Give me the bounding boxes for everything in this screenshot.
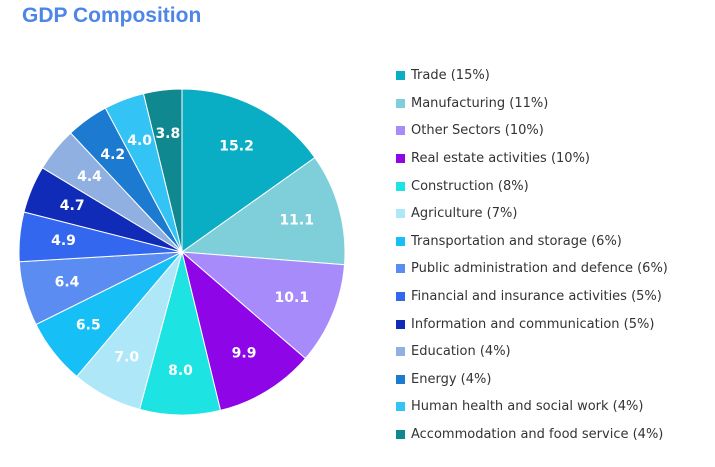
legend-item: Trade (15%)	[396, 62, 668, 90]
legend-label: Other Sectors (10%)	[411, 123, 544, 139]
pie-slice	[142, 88, 183, 253]
legend-item: Education (4%)	[396, 338, 668, 366]
legend-label: Public administration and defence (6%)	[411, 261, 668, 277]
pie-value-labels: 15.2 11.1 10.1 9.9 8.0 7.0 6.5 6.4 4.9 4.7 4.4 4.24…	[51, 126, 314, 379]
slice-value-label: 11.1	[279, 212, 314, 228]
legend-label: Education (4%)	[411, 344, 511, 360]
legend-item: Energy (4%)	[396, 366, 668, 394]
legend-label: Construction (8%)	[411, 178, 529, 194]
legend-item: Construction (8%)	[396, 172, 668, 200]
legend-label: Manufacturing (11%)	[411, 95, 549, 111]
legend-item: Transportation and storage (6%)	[396, 228, 668, 256]
chart-title: GDP Composition	[22, 4, 202, 27]
legend-item: Accommodation and food service (4%)	[396, 421, 668, 449]
legend-label: Transportation and storage (6%)	[411, 233, 622, 249]
pie-slice	[181, 88, 316, 253]
legend-swatch	[396, 181, 405, 191]
pie-slice	[181, 250, 307, 411]
legend-item: Other Sectors (10%)	[396, 117, 668, 145]
slice-value-label: 6.5	[76, 317, 101, 333]
legend-item: Information and communication (5%)	[396, 310, 668, 338]
legend-label: Financial and insurance activities (5%)	[411, 289, 662, 305]
slice-value-label: 4.2	[100, 147, 125, 163]
legend-swatch	[396, 209, 405, 219]
legend-swatch	[396, 71, 405, 81]
pie-slice	[180, 251, 346, 360]
legend-label: Trade (15%)	[411, 68, 490, 84]
slice-value-label: 10.1	[275, 290, 310, 306]
legend-label: Information and communication (5%)	[411, 316, 655, 332]
legend-swatch	[396, 154, 405, 164]
slice-value-label: 15.2	[219, 138, 254, 154]
slice-value-label: 9.9	[232, 346, 257, 362]
legend-swatch	[396, 236, 405, 246]
legend-swatch	[396, 98, 405, 108]
slice-value-label: 7.0	[114, 349, 139, 365]
legend-swatch	[396, 430, 405, 440]
slice-value-label: 8.0	[168, 363, 193, 379]
legend-item: Financial and insurance activities (5%)	[396, 283, 668, 311]
legend-swatch	[396, 319, 405, 329]
legend-item: Human health and social work (4%)	[396, 393, 668, 421]
legend-item: Real estate activities (10%)	[396, 145, 668, 173]
legend-label: Real estate activities (10%)	[411, 151, 590, 167]
legend-label: Agriculture (7%)	[411, 206, 518, 222]
legend-swatch	[396, 264, 405, 274]
pie-slices	[18, 88, 346, 416]
pie-slice	[180, 156, 346, 266]
slice-value-label: 3.8	[155, 126, 180, 142]
legend-swatch	[396, 126, 405, 136]
slice-value-label: 4.7	[60, 198, 85, 214]
legend-swatch	[396, 347, 405, 357]
slice-value-label: 6.4	[55, 275, 80, 291]
legend-swatch	[396, 402, 405, 412]
slice-value-label: 4.4	[77, 169, 102, 185]
legend-swatch	[396, 292, 405, 302]
legend-label: Accommodation and food service (4%)	[411, 427, 664, 443]
legend-label: Energy (4%)	[411, 371, 492, 387]
slice-value-label: 4.9	[51, 233, 76, 249]
legend-swatch	[396, 374, 405, 384]
legend-item: Agriculture (7%)	[396, 200, 668, 228]
slice-value-label: 4.0	[127, 133, 152, 149]
legend-item: Manufacturing (11%)	[396, 90, 668, 118]
legend-item: Public administration and defence (6%)	[396, 255, 668, 283]
chart-legend: Trade (15%) Manufacturing (11%) Other Sect…	[396, 62, 668, 448]
legend-label: Human health and social work (4%)	[411, 399, 644, 415]
